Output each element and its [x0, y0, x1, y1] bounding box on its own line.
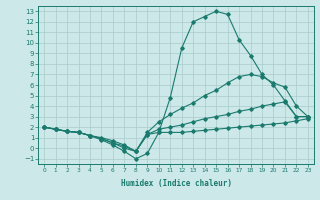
- X-axis label: Humidex (Indice chaleur): Humidex (Indice chaleur): [121, 179, 231, 188]
